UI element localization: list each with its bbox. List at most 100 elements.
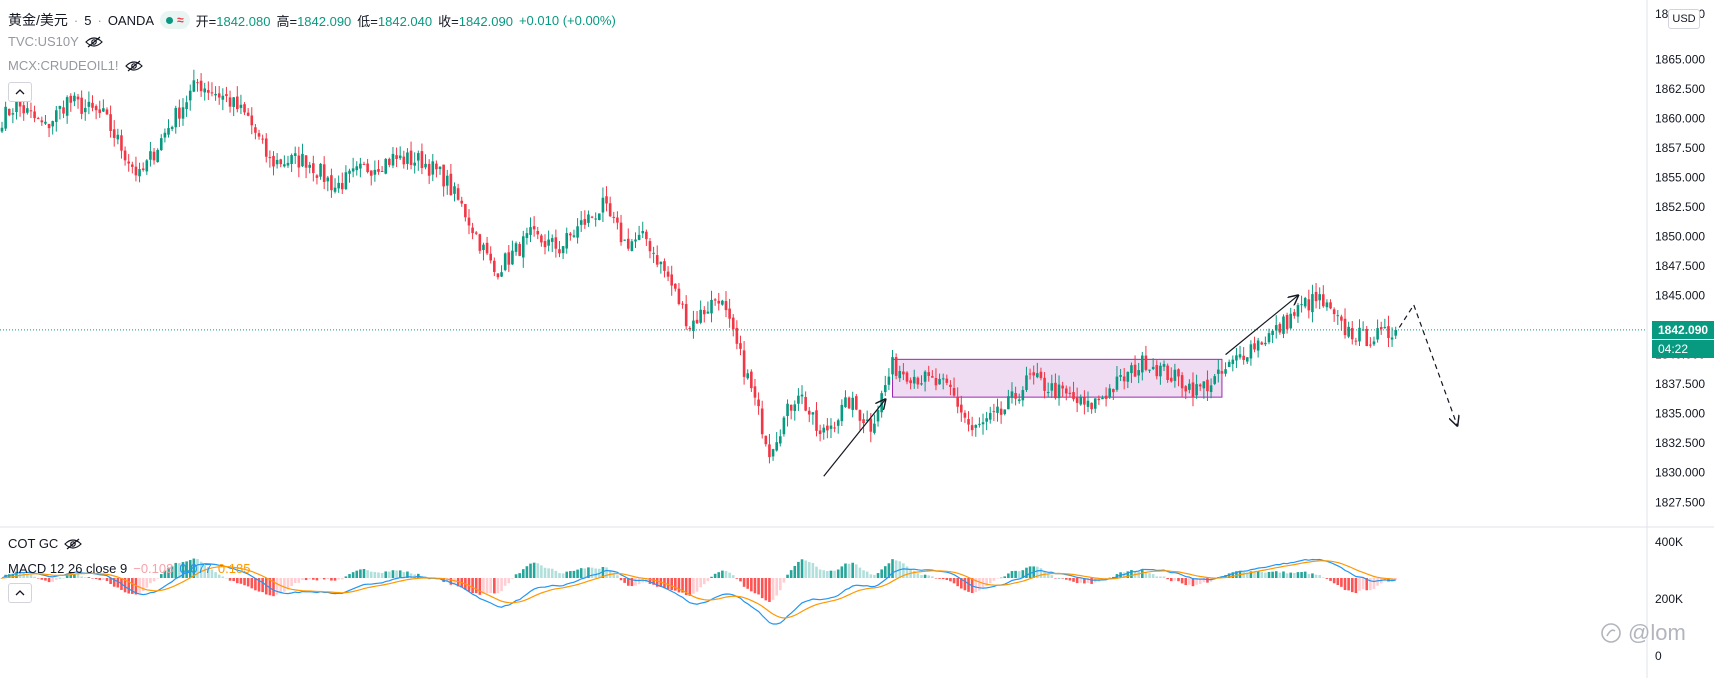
- overlay-us10y[interactable]: TVC:US10Y: [8, 34, 103, 49]
- candle-body: [1198, 384, 1202, 387]
- candle-body: [181, 107, 185, 119]
- candle-body: [811, 412, 815, 415]
- candle-body: [362, 163, 366, 165]
- candle-body: [1115, 376, 1119, 390]
- macd-histogram-bar: [1017, 571, 1021, 578]
- macd-histogram-bar: [1184, 578, 1188, 586]
- macd-histogram-bar: [1249, 571, 1253, 578]
- candle-body: [69, 95, 73, 103]
- macd-histogram-bar: [1144, 571, 1148, 578]
- candle-body: [706, 311, 710, 314]
- macd-histogram-bar: [1271, 571, 1274, 578]
- symbol-name[interactable]: 黄金/美元: [8, 12, 68, 28]
- candle-body: [232, 97, 235, 107]
- candle-body: [344, 172, 348, 190]
- candle-body: [1021, 390, 1025, 401]
- candle-body: [789, 404, 793, 411]
- macd-histogram-bar: [934, 578, 938, 579]
- macd-histogram-bar: [1303, 571, 1307, 578]
- candle-body: [18, 100, 22, 107]
- candle-body: [507, 252, 511, 265]
- eye-crossed-icon[interactable]: [84, 36, 103, 48]
- candle-body: [210, 92, 214, 94]
- candle-body: [254, 127, 257, 133]
- macd-histogram-bar: [225, 577, 228, 579]
- candle-body: [876, 410, 880, 422]
- macd-legend[interactable]: MACD 12 26 close 9 −0.108 0.077 0.185: [8, 561, 250, 576]
- candle-body: [503, 253, 507, 271]
- price-tick-label: 1855.000: [1655, 170, 1705, 184]
- macd-histogram-bar: [1285, 573, 1289, 578]
- macd-histogram-bar: [829, 570, 833, 578]
- macd-histogram-bar: [916, 573, 920, 578]
- macd-histogram-bar: [250, 578, 254, 589]
- overlay-crudeoil[interactable]: MCX:CRUDEOIL1!: [8, 58, 143, 73]
- macd-histogram-bar: [945, 578, 949, 581]
- eye-crossed-icon[interactable]: [64, 538, 83, 550]
- candle-body: [105, 109, 109, 115]
- candle-body: [818, 430, 822, 435]
- currency-badge[interactable]: USD: [1668, 9, 1700, 29]
- macd-histogram-bar: [1173, 578, 1177, 581]
- candle-body: [1086, 400, 1090, 407]
- macd-histogram-bar: [688, 578, 692, 596]
- candle-body: [960, 404, 963, 413]
- macd-histogram-bar: [536, 563, 540, 578]
- cot-legend[interactable]: COT GC: [8, 536, 83, 551]
- candle-body: [431, 161, 435, 175]
- macd-histogram-bar: [779, 578, 782, 591]
- candle-body: [377, 169, 380, 172]
- candle-body: [869, 418, 873, 432]
- candle-body: [62, 107, 65, 114]
- candle-body: [1137, 370, 1140, 376]
- market-status-pill[interactable]: ≈: [160, 11, 190, 29]
- candle-body: [402, 156, 406, 165]
- macd-histogram-bar: [594, 568, 597, 578]
- candle-body: [36, 118, 40, 120]
- macd-histogram-bar: [1202, 578, 1206, 583]
- macd-histogram-bar: [330, 578, 333, 581]
- candle-body: [391, 153, 395, 166]
- macd-histogram-bar: [547, 568, 550, 578]
- candle-body: [65, 97, 69, 116]
- candle-body: [605, 196, 608, 204]
- candle-body: [1274, 325, 1278, 331]
- macd-histogram-bar: [409, 573, 413, 578]
- candle-body: [369, 170, 373, 176]
- candle-body: [826, 425, 829, 431]
- candle-body: [1224, 369, 1227, 374]
- candle-body: [771, 449, 775, 457]
- collapse-indicator-button[interactable]: [8, 583, 32, 603]
- macd-histogram-bar: [967, 578, 970, 592]
- macd-histogram-bar: [1046, 574, 1050, 578]
- overlay-label: MCX:CRUDEOIL1!: [8, 58, 119, 73]
- macd-histogram-bar: [1083, 578, 1086, 584]
- candle-body: [1379, 327, 1383, 330]
- macd-histogram-bar: [1264, 572, 1267, 578]
- price-tick-label: 1827.500: [1655, 495, 1705, 509]
- macd-histogram-bar: [1311, 573, 1314, 578]
- macd-histogram-bar: [511, 578, 514, 579]
- candle-body: [1293, 312, 1296, 316]
- macd-histogram-bar: [236, 578, 239, 584]
- candle-body: [985, 418, 988, 422]
- macd-histogram-bar: [406, 571, 409, 578]
- macd-histogram-bar: [1126, 571, 1130, 578]
- collapse-legend-button[interactable]: [8, 82, 32, 102]
- candle-body: [250, 115, 254, 126]
- macd-histogram-bar: [684, 578, 688, 596]
- candle-body: [634, 239, 637, 242]
- macd-histogram-bar: [753, 578, 757, 594]
- indicator-tick-label: 200K: [1655, 592, 1683, 606]
- macd-histogram-bar: [554, 570, 558, 578]
- eye-crossed-icon[interactable]: [124, 60, 143, 72]
- macd-histogram-bar: [840, 566, 844, 578]
- candle-body: [793, 404, 797, 412]
- candle-body: [836, 420, 840, 426]
- candle-body: [1227, 361, 1231, 367]
- macd-histogram-bar: [1282, 571, 1285, 578]
- macd-histogram-bar: [333, 578, 337, 581]
- macd-histogram-bar: [655, 578, 659, 587]
- candle-body: [308, 164, 311, 168]
